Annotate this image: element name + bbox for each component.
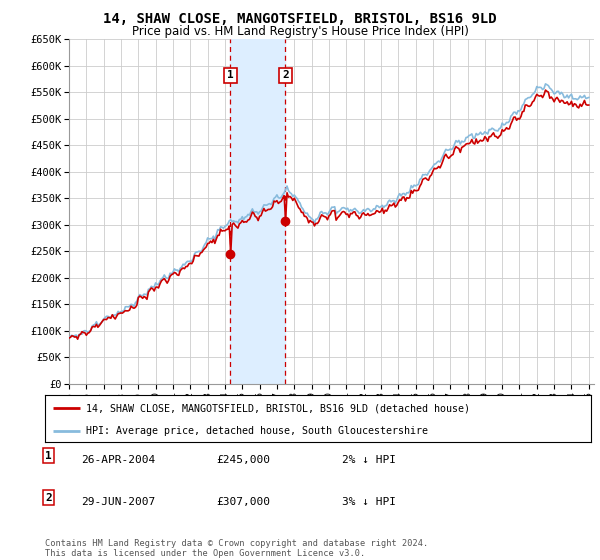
Text: 26-APR-2004: 26-APR-2004 bbox=[81, 455, 155, 465]
Text: Price paid vs. HM Land Registry's House Price Index (HPI): Price paid vs. HM Land Registry's House … bbox=[131, 25, 469, 38]
Text: HPI: Average price, detached house, South Gloucestershire: HPI: Average price, detached house, Sout… bbox=[86, 426, 428, 436]
Text: 29-JUN-2007: 29-JUN-2007 bbox=[81, 497, 155, 507]
Text: 2% ↓ HPI: 2% ↓ HPI bbox=[342, 455, 396, 465]
Text: 3% ↓ HPI: 3% ↓ HPI bbox=[342, 497, 396, 507]
Text: £245,000: £245,000 bbox=[216, 455, 270, 465]
Text: 1: 1 bbox=[45, 451, 52, 461]
Bar bbox=[230, 39, 286, 384]
Text: 1: 1 bbox=[227, 71, 234, 81]
Text: 14, SHAW CLOSE, MANGOTSFIELD, BRISTOL, BS16 9LD (detached house): 14, SHAW CLOSE, MANGOTSFIELD, BRISTOL, B… bbox=[86, 403, 470, 413]
Text: Contains HM Land Registry data © Crown copyright and database right 2024.
This d: Contains HM Land Registry data © Crown c… bbox=[45, 539, 428, 558]
Text: 2: 2 bbox=[282, 71, 289, 81]
Text: 14, SHAW CLOSE, MANGOTSFIELD, BRISTOL, BS16 9LD: 14, SHAW CLOSE, MANGOTSFIELD, BRISTOL, B… bbox=[103, 12, 497, 26]
Text: £307,000: £307,000 bbox=[216, 497, 270, 507]
Text: 2: 2 bbox=[45, 493, 52, 503]
